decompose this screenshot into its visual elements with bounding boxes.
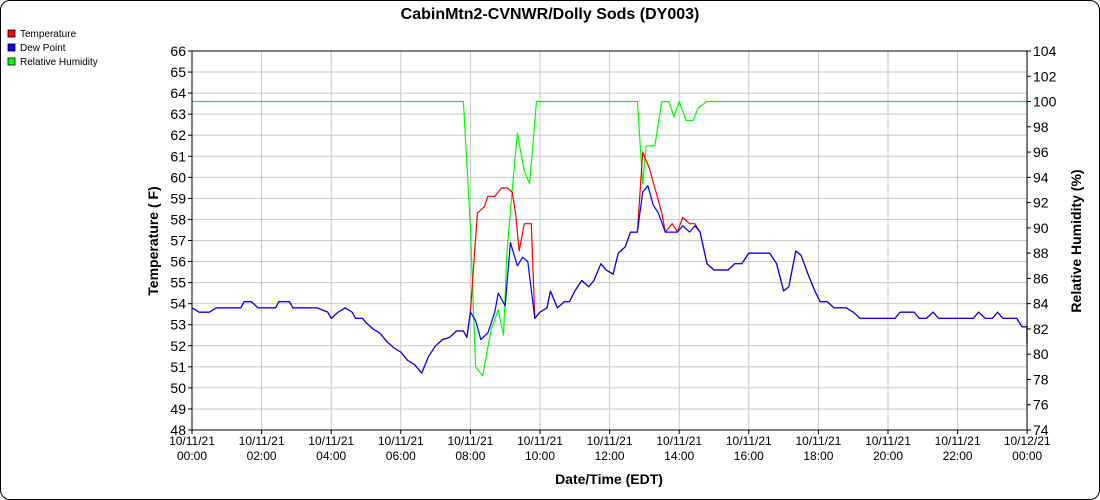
x-tick-label-time: 00:00 — [177, 449, 207, 463]
x-tick-label-time: 08:00 — [455, 449, 485, 463]
y-tick-label: 58 — [170, 211, 186, 227]
legend-swatch — [7, 57, 16, 66]
y-tick-label: 57 — [170, 233, 186, 249]
x-tick-label-time: 20:00 — [873, 449, 903, 463]
x-tick-label-date: 10/11/21 — [795, 434, 841, 448]
x-tick-label-time: 04:00 — [316, 449, 346, 463]
y2-tick-label: 82 — [1033, 321, 1049, 337]
x-tick-label-time: 06:00 — [386, 449, 416, 463]
x-axis-ticks: 10/11/2100:0010/11/2102:0010/11/2104:001… — [169, 430, 1051, 463]
x-tick-label-date: 10/11/21 — [447, 434, 493, 448]
y-tick-label: 66 — [170, 43, 186, 59]
y-tick-label: 52 — [170, 338, 186, 354]
y-tick-label: 54 — [170, 296, 186, 312]
y2-axis-title: Relative Humidity (%) — [1068, 169, 1084, 312]
x-tick-label-date: 10/11/21 — [308, 434, 354, 448]
y2-tick-label: 96 — [1033, 144, 1049, 160]
x-tick-label-time: 18:00 — [803, 449, 833, 463]
y2-tick-label: 100 — [1033, 94, 1057, 110]
y-tick-label: 62 — [170, 127, 186, 143]
y2-tick-label: 80 — [1033, 346, 1049, 362]
x-tick-label-time: 16:00 — [734, 449, 764, 463]
y-tick-label: 55 — [170, 275, 186, 291]
legend: Temperature Dew Point Relative Humidity — [7, 29, 98, 68]
y-tick-label: 65 — [170, 64, 186, 80]
y2-tick-label: 74 — [1033, 422, 1049, 438]
x-tick-label-date: 10/11/21 — [239, 434, 285, 448]
y2-tick-label: 78 — [1033, 371, 1049, 387]
y-tick-label: 48 — [170, 422, 186, 438]
y2-tick-label: 102 — [1033, 68, 1057, 84]
legend-label: Dew Point — [20, 43, 66, 54]
series-line-relative-humidity — [192, 100, 1027, 377]
y-tick-label: 63 — [170, 106, 186, 122]
y2-tick-label: 84 — [1033, 296, 1049, 312]
legend-swatch — [7, 29, 16, 38]
y2-tick-label: 92 — [1033, 195, 1049, 211]
x-tick-label-date: 10/11/21 — [935, 434, 981, 448]
y2-tick-label: 76 — [1033, 397, 1049, 413]
y-axis-ticks: 48 49 50 51 52 53 54 55 56 57 58 59 60 61 62 63 64 65 66 — [170, 43, 192, 438]
y2-tick-label: 90 — [1033, 220, 1049, 236]
y2-tick-label: 98 — [1033, 119, 1049, 135]
series-layer — [191, 100, 1028, 377]
y-tick-label: 59 — [170, 190, 186, 206]
x-tick-label-time: 22:00 — [943, 449, 973, 463]
y-tick-label: 53 — [170, 317, 186, 333]
y-tick-label: 51 — [170, 359, 186, 375]
y2-tick-label: 88 — [1033, 245, 1049, 261]
y-axis-title: Temperature ( F) — [145, 186, 161, 295]
chart-title: CabinMtn2-CVNWR/Dolly Sods (DY003) — [401, 6, 700, 23]
legend-label: Relative Humidity — [20, 57, 98, 68]
x-tick-label-date: 10/11/21 — [865, 434, 911, 448]
y-tick-label: 64 — [170, 85, 186, 101]
x-tick-label-date: 10/11/21 — [656, 434, 702, 448]
y-tick-label: 56 — [170, 254, 186, 270]
y2-tick-label: 104 — [1033, 43, 1057, 59]
x-tick-label-date: 10/11/21 — [517, 434, 563, 448]
y-tick-label: 61 — [170, 148, 186, 164]
series-line-dew-point — [191, 185, 1028, 374]
x-tick-label-date: 10/11/21 — [587, 434, 633, 448]
x-tick-label-time: 12:00 — [595, 449, 625, 463]
legend-swatch — [7, 43, 16, 52]
y2-tick-label: 86 — [1033, 270, 1049, 286]
x-tick-label-time: 14:00 — [664, 449, 694, 463]
x-tick-label-date: 10/11/21 — [169, 434, 215, 448]
x-tick-label-time: 02:00 — [247, 449, 277, 463]
y2-axis-ticks: 74 76 78 80 82 84 86 88 90 92 94 96 98 100 102 104 — [1027, 43, 1057, 438]
x-tick-label-time: 10:00 — [525, 449, 555, 463]
x-axis-title: Date/Time (EDT) — [555, 471, 663, 487]
x-tick-label-time: 00:00 — [1012, 449, 1042, 463]
y-tick-label: 60 — [170, 169, 186, 185]
y-tick-label: 50 — [170, 380, 186, 396]
x-tick-label-date: 10/12/21 — [1004, 434, 1051, 448]
legend-label: Temperature — [20, 29, 77, 40]
x-tick-label-date: 10/11/21 — [726, 434, 772, 448]
y-tick-label: 49 — [170, 401, 186, 417]
x-tick-label-date: 10/11/21 — [378, 434, 424, 448]
y2-tick-label: 94 — [1033, 169, 1049, 185]
